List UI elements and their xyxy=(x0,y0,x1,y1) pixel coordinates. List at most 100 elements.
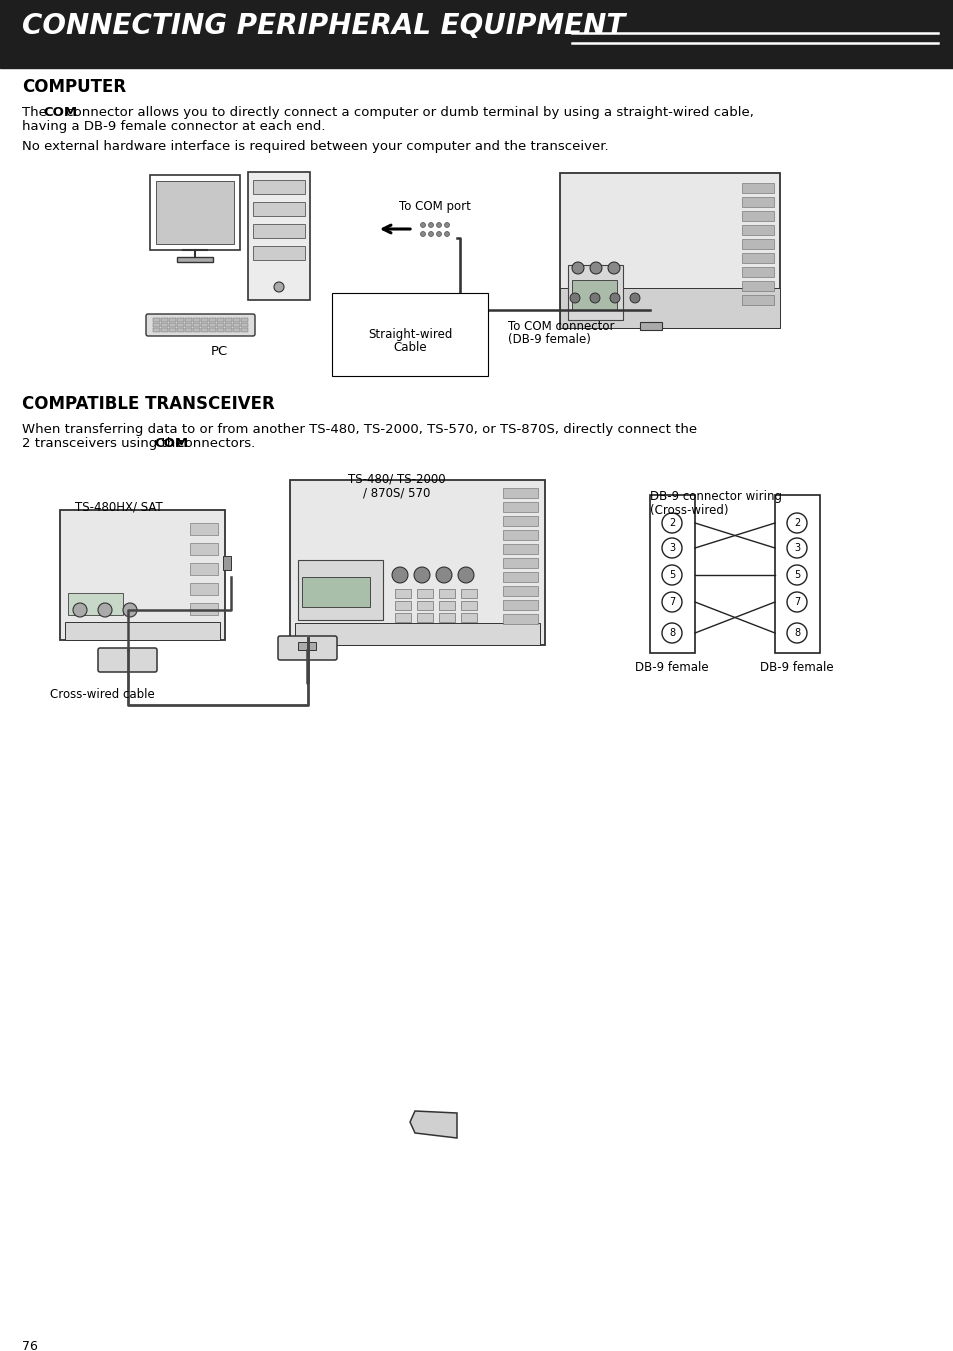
Bar xyxy=(567,265,622,320)
Bar xyxy=(152,323,160,327)
Text: COM: COM xyxy=(43,105,77,119)
Text: 2 transceivers using the: 2 transceivers using the xyxy=(22,436,188,450)
Bar xyxy=(65,621,220,640)
Bar xyxy=(416,589,433,598)
FancyBboxPatch shape xyxy=(146,313,254,336)
Text: DB-9 female: DB-9 female xyxy=(635,661,708,674)
Circle shape xyxy=(786,513,806,534)
Bar xyxy=(152,328,160,332)
Circle shape xyxy=(73,603,87,617)
Bar xyxy=(297,561,382,620)
Bar xyxy=(416,613,433,621)
Bar xyxy=(241,323,248,327)
Bar xyxy=(68,593,123,615)
Circle shape xyxy=(98,603,112,617)
Circle shape xyxy=(572,262,583,274)
Text: COMPUTER: COMPUTER xyxy=(22,78,126,96)
Bar xyxy=(201,317,208,322)
Bar xyxy=(233,317,240,322)
Bar xyxy=(559,288,780,328)
Circle shape xyxy=(436,567,452,584)
Bar xyxy=(190,563,218,576)
Bar xyxy=(150,176,240,250)
Bar xyxy=(741,182,773,193)
Circle shape xyxy=(661,623,681,643)
Bar xyxy=(248,172,310,300)
Circle shape xyxy=(428,231,433,236)
Circle shape xyxy=(392,567,408,584)
Text: 7: 7 xyxy=(793,597,800,607)
Text: (Cross-wired): (Cross-wired) xyxy=(649,504,728,517)
Text: Cross-wired cable: Cross-wired cable xyxy=(50,688,154,701)
Bar xyxy=(193,317,200,322)
Bar xyxy=(460,589,476,598)
Circle shape xyxy=(661,592,681,612)
Text: 2: 2 xyxy=(668,517,675,528)
Bar xyxy=(60,509,225,640)
Bar xyxy=(185,317,192,322)
Bar xyxy=(395,613,411,621)
Text: CONNECTING PERIPHERAL EQUIPMENT: CONNECTING PERIPHERAL EQUIPMENT xyxy=(22,12,624,41)
Circle shape xyxy=(629,293,639,303)
Bar xyxy=(190,543,218,555)
Bar xyxy=(294,623,539,644)
Bar xyxy=(559,173,780,328)
Text: connectors.: connectors. xyxy=(172,436,255,450)
Circle shape xyxy=(444,223,449,227)
Text: 8: 8 xyxy=(668,628,675,638)
Bar xyxy=(209,317,215,322)
Text: 5: 5 xyxy=(793,570,800,580)
Circle shape xyxy=(661,565,681,585)
Text: 2: 2 xyxy=(793,517,800,528)
Circle shape xyxy=(444,231,449,236)
Bar xyxy=(0,0,953,68)
Bar xyxy=(741,197,773,207)
Bar xyxy=(225,328,232,332)
Circle shape xyxy=(589,262,601,274)
Bar xyxy=(502,613,537,624)
Bar xyxy=(225,317,232,322)
Bar xyxy=(395,589,411,598)
Bar xyxy=(216,317,224,322)
Bar xyxy=(438,601,455,611)
Bar xyxy=(169,317,175,322)
Text: To COM connector: To COM connector xyxy=(507,320,614,332)
Text: Straight-wired: Straight-wired xyxy=(368,328,452,340)
Bar xyxy=(193,328,200,332)
Bar xyxy=(502,488,537,499)
Bar xyxy=(169,328,175,332)
Bar xyxy=(253,246,305,259)
Text: COMPATIBLE TRANSCEIVER: COMPATIBLE TRANSCEIVER xyxy=(22,394,274,413)
Bar xyxy=(460,613,476,621)
Circle shape xyxy=(661,538,681,558)
Bar xyxy=(302,577,370,607)
Bar xyxy=(241,328,248,332)
Circle shape xyxy=(786,565,806,585)
Bar xyxy=(741,226,773,235)
Text: DB-9 female: DB-9 female xyxy=(760,661,833,674)
Circle shape xyxy=(436,223,441,227)
Bar xyxy=(161,328,168,332)
Circle shape xyxy=(786,592,806,612)
FancyBboxPatch shape xyxy=(98,648,157,671)
Bar xyxy=(185,323,192,327)
Text: TS-480/ TS-2000: TS-480/ TS-2000 xyxy=(348,471,445,485)
Circle shape xyxy=(457,567,474,584)
Text: having a DB-9 female connector at each end.: having a DB-9 female connector at each e… xyxy=(22,120,325,132)
Bar xyxy=(209,328,215,332)
Circle shape xyxy=(786,538,806,558)
Bar xyxy=(416,601,433,611)
Bar xyxy=(438,589,455,598)
Bar xyxy=(253,180,305,195)
Bar xyxy=(223,557,231,570)
Bar xyxy=(233,328,240,332)
Bar xyxy=(741,281,773,290)
Circle shape xyxy=(123,603,137,617)
Bar xyxy=(502,516,537,526)
Bar xyxy=(185,328,192,332)
Bar xyxy=(177,328,184,332)
Text: 3: 3 xyxy=(793,543,800,553)
Bar xyxy=(395,601,411,611)
Circle shape xyxy=(609,293,619,303)
Bar xyxy=(169,323,175,327)
